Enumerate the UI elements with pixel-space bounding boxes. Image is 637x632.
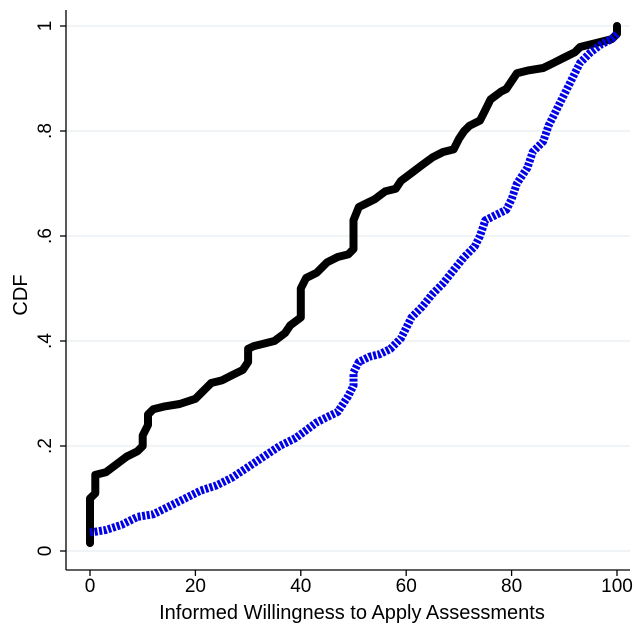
x-axis-label: Informed Willingness to Apply Assessment… xyxy=(159,602,545,624)
y-axis-label: CDF xyxy=(10,274,32,315)
tick-labels: 0 .2 .4 .6 .8 1 0 20 40 60 80 100 xyxy=(35,21,633,597)
x-tick-label: 40 xyxy=(290,576,311,597)
y-tick-label: 1 xyxy=(35,21,56,32)
series-line-1 xyxy=(86,22,621,548)
y-tick-label: .4 xyxy=(35,333,56,349)
y-tick-label: 0 xyxy=(35,546,56,557)
series-line-2 xyxy=(89,31,620,537)
grid-lines xyxy=(66,25,630,552)
x-tick-label: 100 xyxy=(601,576,633,597)
series-layer xyxy=(86,22,621,548)
y-tick-label: .8 xyxy=(35,123,56,139)
y-tick-label: .2 xyxy=(35,438,56,454)
x-tick-label: 60 xyxy=(396,576,417,597)
x-tick-label: 80 xyxy=(501,576,522,597)
x-tick-label: 0 xyxy=(85,576,96,597)
axes xyxy=(60,10,630,576)
x-tick-label: 20 xyxy=(185,576,206,597)
y-tick-label: .6 xyxy=(35,228,56,244)
